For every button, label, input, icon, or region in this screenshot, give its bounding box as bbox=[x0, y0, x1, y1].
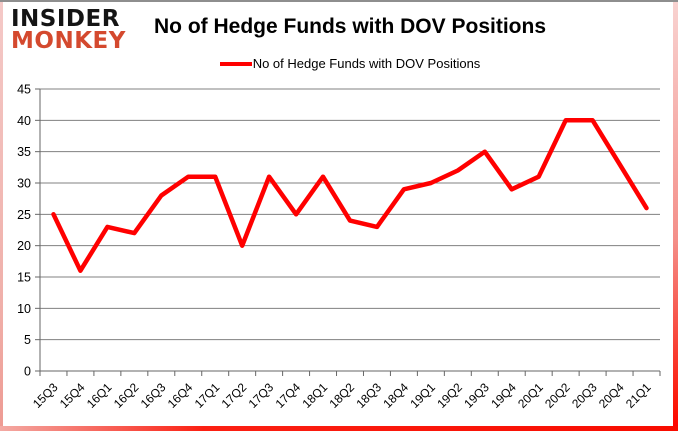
y-axis-tick-label: 30 bbox=[17, 177, 31, 191]
frame-bottom-border bbox=[0, 426, 678, 431]
y-axis-tick-label: 15 bbox=[17, 271, 31, 285]
frame-top-border bbox=[0, 0, 678, 2]
insider-monkey-logo: INSIDER MONKEY bbox=[11, 6, 126, 54]
x-axis-tick-label: 18Q4 bbox=[380, 380, 411, 411]
x-axis-tick-label: 16Q1 bbox=[84, 380, 115, 411]
y-axis-tick-label: 0 bbox=[24, 365, 31, 379]
y-axis-tick-label: 45 bbox=[17, 83, 31, 97]
series-line-hedge-funds bbox=[51, 118, 649, 273]
y-axis-tick-label: 10 bbox=[17, 302, 31, 316]
x-axis-tick-label: 17Q1 bbox=[192, 380, 223, 411]
x-axis-tick-label: 16Q4 bbox=[165, 380, 196, 411]
x-axis-tick-label: 15Q3 bbox=[30, 380, 61, 411]
y-axis-tick-label: 25 bbox=[17, 208, 31, 222]
x-axis-tick-label: 20Q3 bbox=[569, 380, 600, 411]
x-axis-tick-label: 17Q2 bbox=[219, 380, 250, 411]
x-axis-tick-label: 19Q3 bbox=[461, 380, 492, 411]
x-axis-tick-label: 20Q4 bbox=[596, 380, 627, 411]
y-axis-tick-label: 40 bbox=[17, 114, 31, 128]
legend-label: No of Hedge Funds with DOV Positions bbox=[252, 56, 481, 71]
y-axis-tick-label: 5 bbox=[24, 333, 31, 347]
logo-line-insider: INSIDER bbox=[11, 6, 120, 32]
x-axis-tick-label: 20Q1 bbox=[515, 380, 546, 411]
frame-right-border bbox=[673, 2, 678, 431]
logo-line-monkey: MONKEY bbox=[11, 27, 126, 54]
x-axis-tick-label: 19Q4 bbox=[488, 380, 519, 411]
legend-line-marker bbox=[219, 61, 252, 66]
x-axis-tick-label: 19Q1 bbox=[407, 380, 438, 411]
x-axis-tick-label: 17Q4 bbox=[273, 380, 304, 411]
chart-title: No of Hedge Funds with DOV Positions bbox=[154, 15, 546, 38]
x-axis-tick-label: 17Q3 bbox=[246, 380, 277, 411]
x-axis-tick-label: 18Q1 bbox=[300, 380, 331, 411]
x-axis-tick-label: 18Q3 bbox=[353, 380, 384, 411]
x-axis-tick-label: 16Q3 bbox=[138, 380, 169, 411]
x-axis-tick-label: 16Q2 bbox=[111, 380, 142, 411]
x-axis-tick-label: 19Q2 bbox=[434, 380, 465, 411]
x-axis-tick-label: 18Q2 bbox=[326, 380, 357, 411]
y-axis-tick-label: 20 bbox=[17, 239, 31, 253]
x-axis-tick-label: 20Q2 bbox=[542, 380, 573, 411]
x-axis-tick-label: 21Q1 bbox=[623, 380, 654, 411]
y-axis-tick-label: 35 bbox=[17, 145, 31, 159]
legend: No of Hedge Funds with DOV Positions bbox=[40, 56, 660, 71]
x-axis-tick-label: 15Q4 bbox=[57, 380, 88, 411]
frame-left-border bbox=[0, 2, 3, 431]
